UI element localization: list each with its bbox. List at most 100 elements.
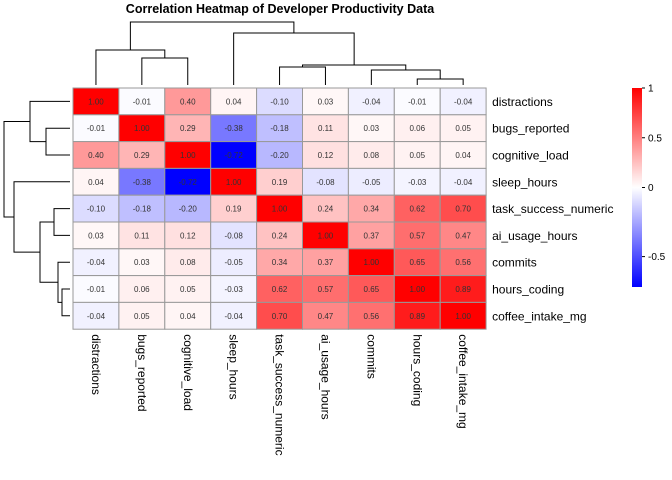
cell-value-label: 0.65	[364, 285, 380, 294]
dendrogram-link	[129, 21, 295, 50]
cell-value-label: 0.47	[455, 231, 471, 240]
cell-value-label: 0.04	[180, 312, 196, 321]
cell-value-label: 0.89	[409, 312, 425, 321]
dendrogram-link	[57, 261, 70, 303]
cell-value-label: 0.70	[455, 205, 471, 214]
row-label: ai_usage_hours	[492, 229, 577, 243]
heatmap-cell	[393, 248, 441, 277]
row-label: task_success_numeric	[492, 202, 613, 216]
cell-value-label: -0.10	[270, 97, 289, 106]
heatmap-cell	[118, 167, 166, 196]
cell-value-label: -0.03	[225, 285, 244, 294]
cell-value-label: 0.89	[455, 285, 471, 294]
cell-value-label: 1.00	[134, 124, 150, 133]
cell-value-label: 0.03	[134, 258, 150, 267]
cell-value-label: -0.72	[179, 178, 198, 187]
heatmap-cell	[118, 248, 166, 277]
column-label: distractions	[89, 334, 103, 395]
cell-value-label: 1.00	[455, 312, 471, 321]
row-label: distractions	[492, 95, 553, 109]
heatmap-cell	[118, 114, 166, 143]
cell-value-label: 1.00	[88, 97, 104, 106]
column-label: cognitive_load	[181, 334, 195, 411]
heatmap-cell	[164, 221, 212, 250]
heatmap-cell	[72, 248, 120, 277]
column-labels: distractions bugs_reported cognitive_load s…	[89, 334, 470, 455]
cell-value-label: 0.29	[180, 124, 196, 133]
heatmap-cell	[72, 167, 120, 196]
color-legend: 1 0.5 0 -0.5	[632, 84, 666, 287]
cell-value-label: 1.00	[180, 151, 196, 160]
cell-value-label: 0.11	[318, 124, 334, 133]
cell-value-label: 0.06	[134, 285, 150, 294]
heatmap-cell	[393, 141, 441, 169]
heatmap-cell	[118, 194, 166, 223]
cell-value-label: 0.70	[272, 312, 288, 321]
cell-value-label: 0.04	[88, 178, 104, 187]
cell-value-label: -0.08	[316, 178, 335, 187]
heatmap-cell	[210, 114, 258, 143]
heatmap-cell	[439, 301, 487, 330]
dendrogram-link	[233, 32, 355, 85]
heatmap-cell	[302, 275, 349, 303]
cell-value-label: 0.19	[272, 178, 288, 187]
cell-value-label: 0.05	[134, 312, 150, 321]
row-labels: distractions bugs_reported cognitive_loads…	[492, 95, 613, 323]
legend-tick-label: 1	[648, 84, 654, 95]
dendrogram-link	[95, 49, 166, 85]
heatmap-cell	[72, 141, 120, 169]
cell-value-label: -0.04	[362, 97, 381, 106]
cell-value-label: 0.47	[318, 312, 334, 321]
cell-value-label: 0.08	[364, 151, 380, 160]
cell-value-label: 1.00	[409, 285, 425, 294]
row-label: cognitive_load	[492, 149, 569, 163]
heatmap-cell	[210, 275, 258, 303]
cell-value-label: -0.03	[408, 178, 427, 187]
heatmap-cell	[393, 301, 441, 330]
cell-value-label: 1.00	[364, 258, 380, 267]
heatmap-cell	[256, 301, 304, 330]
column-label: coffee_intake_mg	[456, 334, 470, 429]
cell-value-label: -0.38	[133, 178, 152, 187]
cell-value-label: -0.38	[225, 124, 244, 133]
cell-value-label: -0.05	[225, 258, 244, 267]
row-dendrogram	[3, 100, 70, 317]
dendrogram-link	[29, 100, 70, 143]
heatmap-cell	[439, 167, 487, 196]
column-label: task_success_numeric	[273, 334, 287, 455]
cell-value-label: 0.03	[88, 231, 104, 240]
cell-value-label: -0.01	[87, 285, 106, 294]
cell-value-label: 0.03	[318, 97, 334, 106]
column-label: bugs_reported	[135, 334, 149, 411]
legend-tick-label: -0.5	[648, 252, 666, 263]
heatmap-cell	[256, 114, 304, 143]
heatmap-cell	[347, 221, 395, 250]
column-label: sleep_hours	[227, 334, 241, 399]
heatmap-cell	[393, 275, 441, 303]
cell-value-label: -0.04	[87, 258, 106, 267]
cell-value-label: -0.72	[225, 151, 244, 160]
heatmap-cell	[210, 301, 258, 330]
dendrogram-link	[13, 181, 70, 253]
cell-value-label: -0.04	[225, 312, 244, 321]
cell-value-label: 0.11	[134, 231, 150, 240]
column-dendrogram	[95, 21, 464, 85]
dendrogram-link	[370, 69, 441, 85]
heatmap-cell	[256, 275, 304, 303]
cell-value-label: -0.20	[179, 205, 198, 214]
dendrogram-link	[39, 221, 58, 283]
cell-value-label: -0.04	[454, 178, 473, 187]
cell-value-label: 1.00	[226, 178, 242, 187]
heatmap-cell	[72, 301, 120, 330]
cell-value-label: -0.01	[87, 124, 106, 133]
heatmap-cell	[118, 301, 166, 330]
dendrogram-link	[61, 288, 70, 317]
cell-value-label: 0.19	[226, 205, 242, 214]
cell-value-label: 0.56	[455, 258, 471, 267]
row-label: coffee_intake_mg	[492, 309, 587, 323]
heatmap-cell	[164, 275, 212, 303]
row-label: bugs_reported	[492, 122, 569, 136]
cell-value-label: -0.01	[133, 97, 152, 106]
heatmap-cell	[72, 114, 120, 143]
cell-value-label: 0.57	[318, 285, 334, 294]
